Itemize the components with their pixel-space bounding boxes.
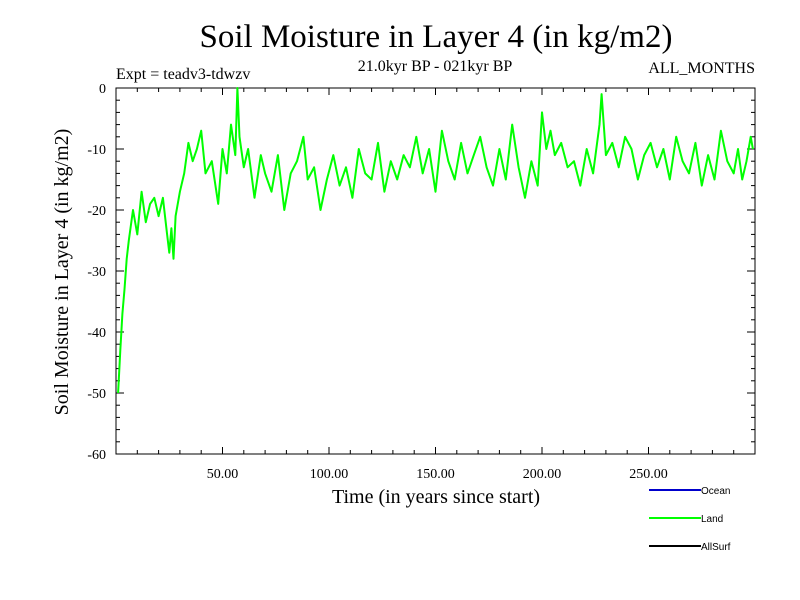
- y-tick-label: -50: [87, 387, 106, 402]
- months-label: ALL_MONTHS: [648, 60, 755, 77]
- x-tick-label: 150.00: [416, 467, 455, 482]
- x-tick-label: 250.00: [629, 467, 668, 482]
- x-tick-label: 50.00: [207, 467, 239, 482]
- axis-ticks: [116, 88, 755, 454]
- y-tick-label: 0: [99, 82, 106, 97]
- plot-frame: [115, 87, 756, 455]
- series-lines: [117, 87, 754, 394]
- chart-title: Soil Moisture in Layer 4 (in kg/m2): [200, 19, 673, 55]
- legend-label-allsurf: AllSurf: [701, 542, 731, 553]
- x-axis-label: Time (in years since start): [332, 486, 540, 508]
- y-tick-label: -60: [87, 448, 106, 463]
- y-tick-label: -30: [87, 265, 106, 280]
- y-tick-label: -10: [87, 143, 106, 158]
- x-tick-labels: 50.00 100.00 150.00 200.00 250.00: [207, 467, 668, 482]
- y-tick-labels: 0 -10 -20 -30 -40 -50 -60: [87, 82, 106, 463]
- legend-label-land: Land: [701, 514, 723, 525]
- x-tick-label: 100.00: [310, 467, 349, 482]
- x-tick-label: 200.00: [523, 467, 562, 482]
- period-label: 21.0kyr BP - 021kyr BP: [358, 58, 513, 75]
- legend-label-ocean: Ocean: [701, 486, 730, 497]
- legend: Ocean Land AllSurf: [649, 486, 731, 553]
- y-tick-label: -20: [87, 204, 106, 219]
- series-line-land: [117, 87, 754, 394]
- y-axis-label: Soil Moisture in Layer 4 (in kg/m2): [51, 129, 73, 416]
- y-tick-label: -40: [87, 326, 106, 341]
- experiment-label: Expt = teadv3-tdwzv: [116, 66, 250, 83]
